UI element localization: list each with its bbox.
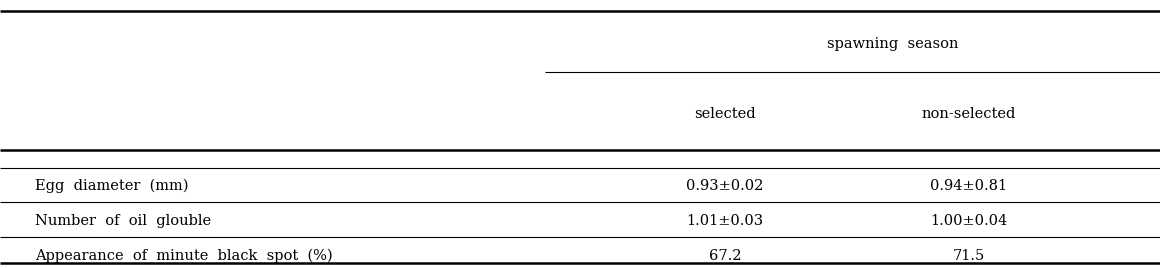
Text: 71.5: 71.5 [952, 249, 985, 263]
Text: 0.93±0.02: 0.93±0.02 [687, 179, 763, 193]
Text: Egg  diameter  (mm): Egg diameter (mm) [35, 179, 188, 193]
Text: Number  of  oil  glouble: Number of oil glouble [35, 214, 211, 228]
Text: Appearance  of  minute  black  spot  (%): Appearance of minute black spot (%) [35, 249, 333, 263]
Text: 1.01±0.03: 1.01±0.03 [687, 214, 763, 228]
Text: spawning  season: spawning season [827, 37, 959, 51]
Text: 67.2: 67.2 [709, 249, 741, 263]
Text: 1.00±0.04: 1.00±0.04 [930, 214, 1007, 228]
Text: non-selected: non-selected [921, 107, 1016, 121]
Text: 0.94±0.81: 0.94±0.81 [930, 179, 1007, 193]
Text: selected: selected [694, 107, 756, 121]
